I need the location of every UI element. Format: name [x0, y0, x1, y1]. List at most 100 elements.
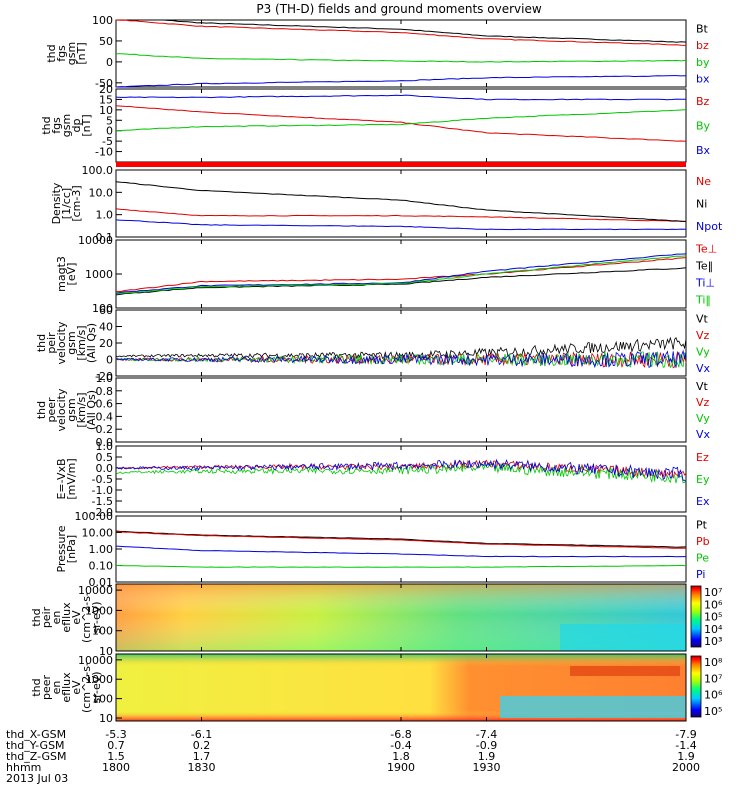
- series-line-Ex: [115, 458, 687, 482]
- y-tick-label: -0.5: [92, 473, 113, 486]
- footer-label-x: thd_X-GSM: [6, 728, 67, 741]
- y-tick-label: 10000: [78, 654, 113, 667]
- footer-label-date: 2013 Jul 03: [6, 772, 69, 785]
- y-axis-label-line: peir: [40, 606, 53, 628]
- legend-label: Pi: [696, 568, 705, 581]
- y-axis-label: Pressure[nPa]: [55, 525, 78, 572]
- plot-frame: [115, 169, 687, 238]
- y-tick-label: 0.2: [96, 423, 114, 436]
- legend-label: by: [696, 56, 710, 69]
- legend-label: Ti‖: [695, 294, 711, 307]
- legend-label: Te⊥: [695, 243, 717, 256]
- y-tick-label: 10: [99, 712, 113, 725]
- footer-value: 1900: [387, 761, 415, 774]
- y-tick-label: 0.6: [96, 398, 114, 411]
- colorbar-tick-label: 10⁶: [704, 689, 723, 702]
- y-tick-label: 50: [99, 35, 113, 48]
- series-line-Pt: [115, 530, 687, 548]
- y-tick-label: 0: [106, 125, 113, 138]
- y-tick-label: 1.00: [89, 543, 114, 556]
- y-tick-label: 100.0: [82, 164, 114, 177]
- legend-label: Vx: [696, 362, 711, 375]
- footer-value: 2000: [672, 761, 700, 774]
- y-tick-label: -10: [95, 146, 113, 159]
- footer-value: -6.8: [390, 728, 412, 741]
- y-tick-label: 1000: [85, 604, 113, 617]
- y-tick-label: 1.0: [96, 209, 114, 222]
- y-tick-label: 10000: [78, 234, 113, 247]
- y-axis-label-line: magt3: [55, 256, 68, 292]
- y-tick-label: 10: [99, 104, 113, 117]
- y-axis-label-line: velocity: [55, 321, 68, 364]
- series-line-Ti⊥: [115, 253, 687, 294]
- y-tick-label: 60: [99, 304, 113, 317]
- colorbar-scale: [690, 655, 702, 718]
- y-tick-label: 1000: [85, 268, 113, 281]
- y-tick-label: 1000: [85, 673, 113, 686]
- series-line-Ti‖: [115, 255, 687, 295]
- y-tick-label: 100: [92, 625, 113, 638]
- footer-value: 1930: [472, 761, 501, 774]
- y-tick-label: 0.0: [96, 436, 114, 449]
- y-axis-label-line: Pressure: [55, 525, 68, 572]
- legend-label: bz: [696, 39, 709, 52]
- y-tick-label: 1.0: [96, 440, 114, 453]
- series-line-Vx: [115, 349, 687, 369]
- legend-label: Vy: [696, 412, 710, 425]
- colorbar-scale: [690, 585, 702, 648]
- legend-label: Ne: [696, 175, 711, 188]
- footer-value: 1830: [187, 761, 216, 774]
- y-tick-label: 100: [92, 14, 113, 27]
- y-axis-label-line: [mV/m]: [65, 458, 78, 499]
- y-axis-label-line: [eV]: [65, 263, 78, 286]
- y-axis-label: magt3[eV]: [55, 256, 78, 292]
- y-tick-label: 5: [106, 114, 113, 127]
- series-line-Vy: [115, 351, 687, 369]
- footer-value: -0.9: [475, 739, 498, 752]
- series-line-Pb: [115, 531, 687, 549]
- footer-value: 1.5: [107, 750, 125, 763]
- series-line-Pi: [115, 545, 686, 558]
- series-line-Ey: [115, 462, 687, 484]
- y-tick-label: 0: [106, 56, 113, 69]
- footer-value: -6.1: [190, 728, 213, 741]
- y-axis-label-line: [nT]: [80, 114, 93, 136]
- y-axis-label-line: efllux: [60, 602, 73, 633]
- y-tick-label: -2.0: [92, 506, 113, 519]
- panel-8: 0.01 0.10 1.00 10.00 100.00 Pressure[nPa] Pt Pb…: [55, 510, 710, 589]
- legend-label: Pb: [696, 535, 710, 548]
- legend-label: Vt: [696, 380, 709, 393]
- legend-label: Ez: [696, 451, 709, 464]
- legend-label: Ex: [696, 495, 710, 508]
- y-tick-label: 100: [92, 693, 113, 706]
- y-tick-label: 1.0: [96, 372, 114, 385]
- spectrogram-cool-region: [560, 624, 686, 651]
- ephemeris-footer: thd_X-GSM thd_Y-GSM thd_Z-GSM hhmm 2013 …: [6, 729, 68, 784]
- y-axis-label-line: [nT]: [75, 42, 88, 64]
- y-axis-label-line: [km/s]: [75, 325, 88, 360]
- y-tick-label: 0.0: [96, 462, 114, 475]
- y-axis-label-line: thd: [35, 334, 48, 352]
- y-axis-label-line: gsm: [65, 42, 78, 65]
- legend-label: Ey: [696, 473, 710, 486]
- footer-value: 1.7: [192, 750, 211, 763]
- legend-label: Bx: [696, 144, 711, 157]
- footer-label-time: hhmm: [6, 761, 42, 774]
- y-axis-label-line: [nPa]: [65, 535, 78, 563]
- y-axis-label-line: (All Qs): [85, 390, 98, 430]
- y-axis-label-line: en: [50, 611, 63, 625]
- y-axis-label-line: peir: [45, 332, 58, 354]
- legend-label: Te‖: [695, 260, 713, 273]
- series-line-Npot: [115, 219, 687, 231]
- colorbar: 10⁵ 10⁶ 10⁷ 10⁸: [690, 655, 723, 718]
- colorbar-tick-label: 10⁸: [704, 656, 723, 669]
- panel-7: -2.0-1.5-1.0-0.50.00.51.0 E=-VxB[mV/m] Ez E…: [55, 440, 710, 519]
- status-bar: [116, 162, 686, 167]
- colorbar-tick-label: 10³: [704, 635, 722, 648]
- footer-value: 1800: [102, 761, 130, 774]
- legend-label: Vx: [696, 428, 711, 441]
